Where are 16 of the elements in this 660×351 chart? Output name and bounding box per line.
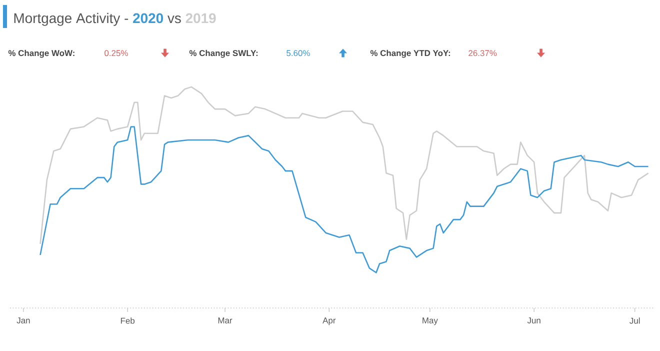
x-tick-label: Jul <box>630 318 640 324</box>
x-tick-label: Mar <box>218 318 232 324</box>
x-tick-label: Jan <box>16 318 30 324</box>
text: % Change WoW: <box>8 50 74 58</box>
text: % Change SWLY: <box>189 50 258 58</box>
x-tick-label: Feb <box>120 318 135 324</box>
text: 5.60% <box>286 50 310 56</box>
text: 2020 <box>133 13 164 24</box>
chart-title: Mortgage Activity - <box>14 12 128 26</box>
x-tick-label: May <box>422 318 438 326</box>
text: 26.37% <box>468 50 497 56</box>
text: vs <box>168 16 181 24</box>
text: % Change YTD YoY: <box>370 50 450 58</box>
text: 0.25% <box>104 50 128 56</box>
x-tick-label: Apr <box>322 318 336 326</box>
x-tick-label: Jun <box>527 318 540 324</box>
